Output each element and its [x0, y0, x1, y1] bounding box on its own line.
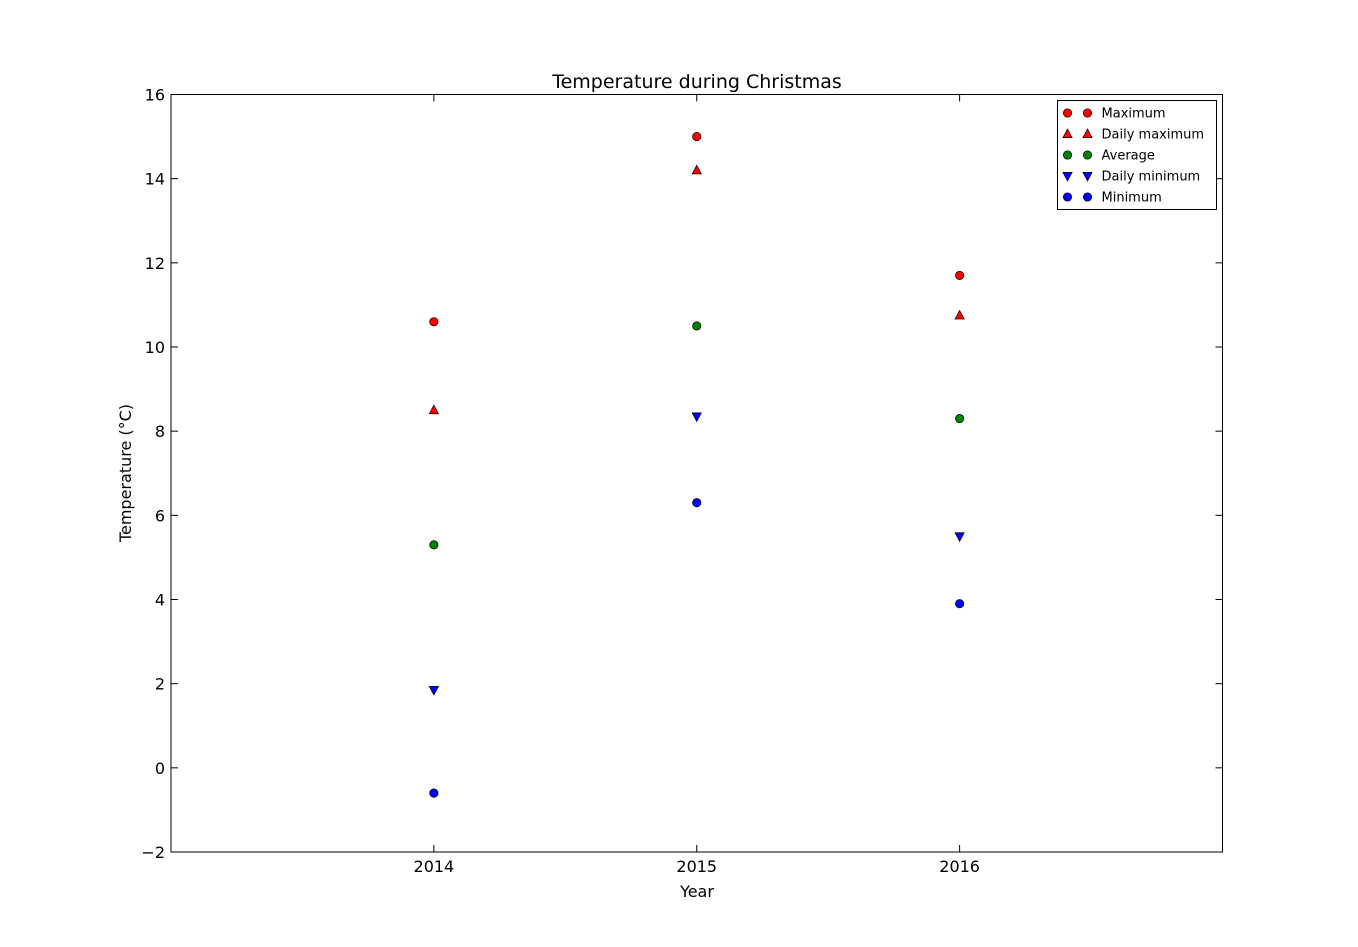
point-maximum — [692, 132, 702, 142]
legend-label: Daily maximum — [1102, 128, 1205, 143]
x-tick-label: 2016 — [939, 857, 980, 876]
legend-label: Minimum — [1102, 191, 1162, 206]
legend: Maximum Daily maximum Average Daily minimum… — [1057, 100, 1217, 210]
legend-marker — [1082, 172, 1093, 182]
legend-marker — [1082, 150, 1093, 160]
chart-title: Temperature during Christmas — [551, 71, 842, 93]
y-tick-label: 0 — [155, 759, 165, 778]
x-tick-label: 2014 — [414, 857, 455, 876]
plot-area: −2 0 2 4 6 8 10 12 14 16 2014 2015 2016 — [141, 86, 1223, 876]
plot-frame — [170, 94, 1223, 853]
point-maximum — [429, 317, 439, 327]
legend-label: Maximum — [1102, 107, 1166, 122]
legend-marker — [1082, 108, 1093, 118]
legend-marker — [1062, 108, 1073, 118]
point-average — [429, 540, 439, 550]
x-tick-label: 2015 — [676, 857, 717, 876]
y-tick-label: 4 — [155, 591, 165, 610]
y-tick-label: 12 — [145, 254, 165, 273]
y-tick-label: −2 — [141, 843, 165, 862]
point-daily-minimum — [428, 686, 440, 696]
x-axis-label: Year — [679, 882, 714, 901]
point-daily-maximum — [954, 309, 965, 320]
legend-label: Average — [1102, 149, 1155, 164]
y-tick-label: 8 — [155, 422, 165, 441]
y-tick-label: 14 — [145, 170, 165, 189]
legend-marker — [1062, 172, 1073, 182]
point-daily-maximum — [691, 164, 702, 175]
point-daily-maximum — [428, 404, 440, 415]
legend-marker — [1082, 192, 1093, 202]
point-minimum — [955, 599, 965, 609]
y-tick-label: 10 — [145, 338, 165, 357]
point-daily-minimum — [954, 532, 965, 543]
point-daily-minimum — [691, 412, 702, 423]
point-maximum — [955, 270, 965, 281]
point-minimum — [429, 788, 439, 798]
point-average — [692, 321, 702, 331]
point-minimum — [692, 498, 702, 508]
y-axis-label: Temperature (°C) — [116, 404, 135, 543]
y-tick-label: 2 — [155, 675, 165, 694]
legend-marker — [1062, 192, 1073, 202]
legend-label: Daily minimum — [1102, 170, 1201, 185]
point-average — [955, 413, 965, 424]
legend-marker — [1082, 128, 1093, 138]
legend-marker — [1062, 128, 1073, 138]
y-tick-label: 16 — [145, 86, 165, 105]
y-tick-label: 6 — [155, 506, 165, 525]
legend-marker — [1062, 150, 1073, 160]
